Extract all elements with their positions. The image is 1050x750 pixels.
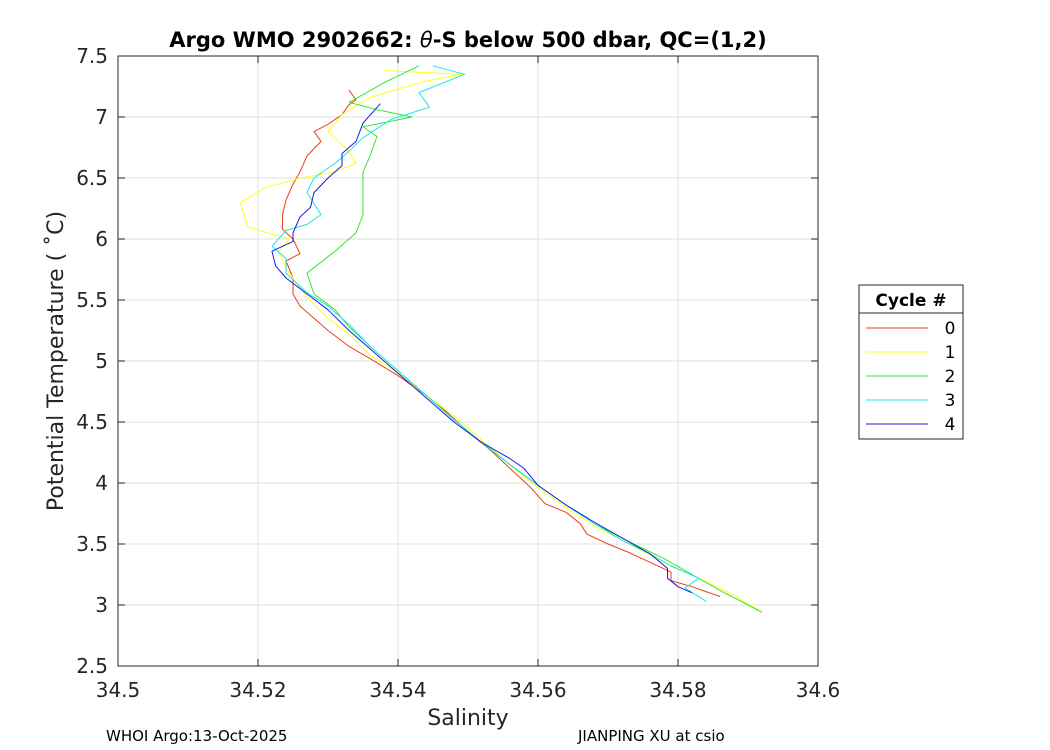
grid-lines — [117, 55, 819, 667]
x-tick-label: 34.56 — [509, 678, 566, 702]
y-tick-label: 4 — [95, 471, 108, 495]
y-tick-label: 5.5 — [76, 288, 108, 312]
x-tick-label: 34.58 — [649, 678, 706, 702]
x-tick-label: 34.6 — [796, 678, 841, 702]
x-axis-label: Salinity — [427, 706, 508, 731]
legend-label-cycle-3: 3 — [945, 391, 956, 411]
legend-label-cycle-0: 0 — [945, 319, 956, 339]
legend-label-cycle-1: 1 — [945, 343, 956, 363]
x-tick-label: 34.5 — [96, 678, 141, 702]
y-tick-label: 6 — [95, 227, 108, 251]
series-layer — [240, 65, 763, 613]
y-tick-label: 4.5 — [76, 410, 108, 434]
series-line-cycle-3 — [271, 65, 707, 602]
y-tick-label: 5 — [95, 349, 108, 373]
y-tick-label: 2.5 — [76, 654, 108, 678]
y-tick-label: 3 — [95, 593, 108, 617]
y-tick-label: 6.5 — [76, 166, 108, 190]
legend-items: 0 1 2 3 4 — [866, 319, 955, 435]
legend-label-cycle-4: 4 — [945, 415, 956, 435]
series-line-cycle-0 — [282, 89, 721, 597]
y-tick-label: 7.5 — [76, 44, 108, 68]
legend-label-cycle-2: 2 — [945, 367, 956, 387]
y-axis-label: Potential Temperature ( ˚C) — [44, 211, 69, 511]
footer-left: WHOI Argo:13-Oct-2025 — [106, 727, 287, 745]
series-line-cycle-1 — [240, 70, 763, 613]
legend-box — [858, 284, 964, 440]
x-tick-labels: 34.5 34.52 34.54 34.56 34.58 34.6 — [96, 678, 841, 702]
legend: Cycle # 0 1 2 3 4 — [858, 284, 964, 440]
y-tick-label: 3.5 — [76, 532, 108, 556]
series-line-cycle-4 — [271, 103, 693, 594]
legend-title: Cycle # — [875, 291, 946, 311]
y-tick-label: 7 — [95, 105, 108, 129]
y-tick-labels: 2.5 3 3.5 4 4.5 5 5.5 6 6.5 7 7.5 — [76, 44, 108, 678]
chart-title: Argo WMO 2902662: θ-S below 500 dbar, QC… — [169, 28, 766, 52]
tick-marks — [117, 55, 819, 667]
x-tick-label: 34.52 — [229, 678, 286, 702]
x-tick-label: 34.54 — [369, 678, 426, 702]
plot-area: 34.5 34.52 34.54 34.56 34.58 34.6 2.5 3 3.5 4 4.5… — [76, 44, 840, 702]
footer-right: JIANPING XU at csio — [577, 727, 725, 745]
